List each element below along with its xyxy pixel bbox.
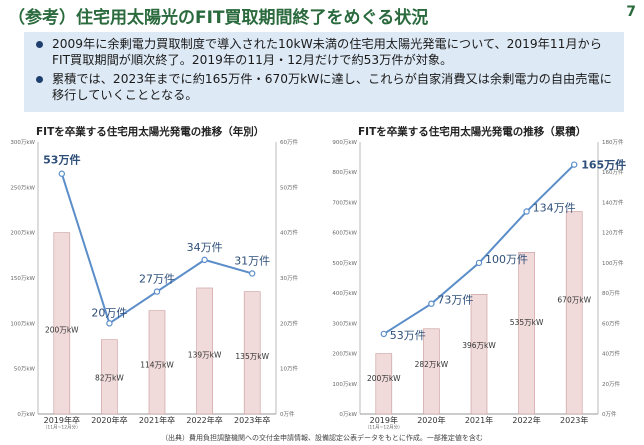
right-tick-label: 160万件 [602, 168, 624, 176]
bar-value-label: 135万kW [235, 352, 269, 361]
left-tick-label: 250万kW [10, 184, 35, 191]
left-tick-label: 100万kW [332, 381, 357, 388]
left-tick-label: 600万kW [332, 230, 357, 237]
line-point [153, 288, 161, 295]
page-number: 7 [626, 4, 636, 20]
line-point [201, 256, 208, 264]
left-tick-label: 200万kW [332, 351, 357, 358]
bar [196, 287, 213, 415]
line-value-label: 27万件 [139, 273, 175, 286]
bar [243, 291, 261, 415]
category-label: 2020年 [417, 415, 445, 425]
right-tick-label: 60万件 [602, 319, 620, 327]
bar [148, 310, 166, 415]
right-tick-label: 100万件 [602, 259, 624, 267]
line-value-label: 73万件 [437, 294, 473, 307]
bar [518, 252, 535, 415]
left-tick-label: 300万kW [10, 139, 35, 146]
bar-value-label: 535万kW [510, 318, 544, 327]
right-tick-label: 120万件 [602, 229, 624, 237]
bar-value-label: 200万kW [367, 374, 401, 383]
left-tick-label: 800万kW [332, 169, 357, 176]
bar-value-label: 82万kW [95, 374, 124, 383]
source-note: （出典）費用負担調整機関への交付金申請情報、設備認定公表データをもとに作成。一部… [161, 434, 483, 442]
line-value-label: 53万件 [390, 329, 426, 342]
category-label: 2021年 [465, 415, 493, 425]
line-value-label: 165万件 [581, 158, 626, 172]
right-tick-label: 60万件 [280, 138, 298, 146]
line-value-label: 31万件 [234, 254, 270, 267]
category-label: 2022年卒 [186, 415, 222, 425]
line-value-label: 34万件 [187, 241, 223, 254]
chart-annual-panel: FITを卒業する住宅用太陽光発電の推移（年別） 0万kW 50万kW 100万kW 1… [0, 118, 322, 431]
right-tick-label: 0万件 [602, 410, 617, 418]
line-point [106, 320, 113, 327]
chart-annual-title: FITを卒業する住宅用太陽光発電の推移（年別） [36, 126, 265, 138]
line-value-label: 100万件 [485, 253, 528, 266]
right-tick-label: 40万件 [602, 350, 620, 358]
category-label: 2023年 [560, 415, 588, 425]
line-value-label: 53万件 [43, 153, 80, 167]
line-series [60, 173, 253, 325]
bar-value-label: 670万kW [557, 296, 591, 305]
summary-bullet: 累積では、2023年までに約165万件・670万kWに達し、これらが自家消費又は… [36, 71, 614, 103]
left-tick-label: 50万kW [14, 366, 36, 373]
line-point [523, 208, 530, 215]
category-label: 2019年卒 [44, 415, 80, 425]
category-label: 2023年卒 [234, 415, 270, 425]
left-tick-label: 500万kW [332, 260, 357, 267]
left-tick-label: 200万kW [10, 230, 35, 237]
bar [101, 339, 118, 415]
bar [375, 353, 393, 415]
bar-value-label: 396万kW [462, 341, 496, 350]
line-point [570, 161, 578, 168]
bar-value-label: 200万kW [45, 325, 79, 334]
bar [565, 211, 583, 415]
chart-cumulative-title: FITを卒業する住宅用太陽光発電の推移（累積） [358, 126, 587, 138]
line-value-label: 134万件 [533, 202, 576, 215]
left-tick-label: 0万kW [17, 411, 35, 418]
chart-cumulative-panel: FITを卒業する住宅用太陽光発電の推移（累積） 0万kW 100万kW 200万kW… [322, 118, 644, 431]
right-tick-label: 80万件 [602, 289, 620, 297]
right-tick-label: 40万件 [280, 229, 298, 237]
line-point [248, 270, 256, 277]
left-tick-label: 100万kW [10, 320, 35, 327]
bar [53, 232, 71, 415]
category-note: （11月~12月分） [43, 424, 81, 431]
right-tick-label: 180万件 [602, 138, 624, 146]
category-label: 2021年卒 [139, 415, 175, 425]
right-tick-label: 50万件 [280, 183, 298, 191]
left-tick-label: 900万kW [332, 139, 357, 146]
chart-cumulative: 0万kW 100万kW 200万kW 300万kW 400万kW 500万kW 600万kW… [332, 138, 626, 431]
bar [423, 328, 440, 415]
line-point [428, 300, 435, 307]
bar-value-label: 114万kW [140, 360, 174, 369]
right-tick-label: 0万件 [280, 410, 295, 418]
left-tick-label: 700万kW [332, 199, 357, 206]
line-value-label: 20万件 [91, 306, 127, 319]
category-note: （11月~12月分） [365, 424, 403, 431]
left-tick-label: 300万kW [332, 320, 357, 327]
summary-box: 2009年に余剰電力買取制度で導入された10kW未満の住宅用太陽光発電について、… [24, 32, 624, 112]
left-tick-label: 150万kW [10, 275, 35, 282]
bar-value-label: 139万kW [188, 350, 222, 359]
category-label: 2020年卒 [91, 415, 127, 425]
line-point [475, 259, 483, 267]
category-label: 2019年 [370, 415, 398, 425]
right-tick-label: 20万件 [602, 380, 620, 388]
summary-bullet: 2009年に余剰電力買取制度で導入された10kW未満の住宅用太陽光発電について、… [36, 36, 614, 68]
right-tick-label: 140万件 [602, 198, 624, 206]
right-tick-label: 20万件 [280, 319, 298, 327]
category-label: 2022年 [512, 415, 540, 425]
page-title: （参考）住宅用太陽光のFIT買取期間終了をめぐる状況 [8, 8, 429, 28]
left-tick-label: 0万kW [339, 411, 357, 418]
bar [470, 294, 488, 415]
chart-annual: 0万kW 50万kW 100万kW 150万kW 200万kW 250万kW 300万kW 0… [10, 138, 298, 431]
bar-value-label: 282万kW [415, 360, 449, 369]
right-tick-label: 30万件 [280, 274, 298, 282]
right-tick-label: 10万件 [280, 365, 298, 373]
line-point [58, 170, 66, 177]
left-tick-label: 400万kW [332, 290, 357, 297]
line-point [380, 330, 388, 338]
